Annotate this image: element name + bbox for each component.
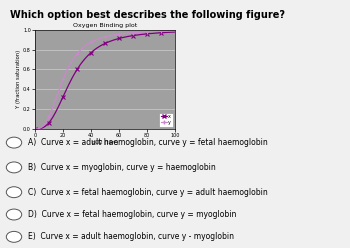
Text: B)  Curve x = myoglobin, curve y = haemoglobin: B) Curve x = myoglobin, curve y = haemog… — [28, 163, 216, 172]
Text: C)  Curve x = fetal haemoglobin, curve y = adult haemoglobin: C) Curve x = fetal haemoglobin, curve y … — [28, 188, 268, 197]
Text: A)  Curve x = adult haemoglobin, curve y = fetal haemoglobin: A) Curve x = adult haemoglobin, curve y … — [28, 138, 268, 147]
Text: E)  Curve x = adult haemoglobin, curve y - myoglobin: E) Curve x = adult haemoglobin, curve y … — [28, 232, 234, 241]
Y-axis label: Y (fraction saturation): Y (fraction saturation) — [16, 50, 21, 108]
Text: D)  Curve x = fetal haemoglobin, curve y = myoglobin: D) Curve x = fetal haemoglobin, curve y … — [28, 210, 236, 219]
Title: Oxygen Binding plot: Oxygen Binding plot — [73, 23, 137, 28]
Legend: x, y: x, y — [160, 113, 173, 126]
X-axis label: pO2 (torr): pO2 (torr) — [92, 140, 118, 145]
Text: Which option best describes the following figure?: Which option best describes the followin… — [10, 10, 286, 20]
